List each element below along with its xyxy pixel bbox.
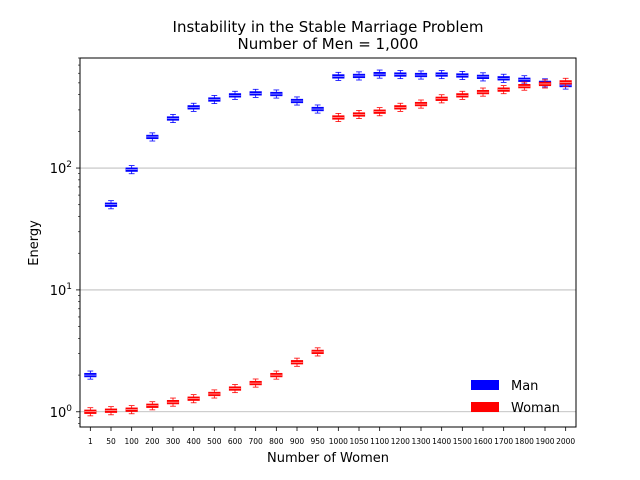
x-tick-label: 700 xyxy=(249,437,264,446)
x-tick-label: 1200 xyxy=(391,437,410,446)
x-tick-label: 1100 xyxy=(370,437,389,446)
legend-swatch-man xyxy=(471,380,499,390)
x-tick-label: 1 xyxy=(88,437,93,446)
x-tick-label: 1700 xyxy=(494,437,513,446)
x-axis-label: Number of Women xyxy=(267,451,389,466)
box-man xyxy=(104,200,118,210)
x-tick-label: 300 xyxy=(166,437,181,446)
box-woman xyxy=(394,102,407,112)
x-tick-label: 2000 xyxy=(556,437,575,446)
plot-frame xyxy=(79,57,577,428)
box-man xyxy=(270,89,283,99)
x-tick-label: 500 xyxy=(207,437,222,446)
chart-subtitle: Number of Men = 1,000 xyxy=(238,35,419,53)
box-woman xyxy=(84,407,97,417)
box-woman xyxy=(311,347,324,357)
box-woman xyxy=(456,90,469,100)
x-tick-label: 600 xyxy=(228,437,243,446)
box-woman xyxy=(559,77,572,87)
box-woman xyxy=(518,81,531,91)
x-tick-label: 400 xyxy=(187,437,202,446)
box-man xyxy=(125,165,138,175)
box-man xyxy=(311,104,324,114)
box-man xyxy=(290,96,304,106)
box-man xyxy=(84,370,97,380)
box-woman xyxy=(270,370,283,380)
box-man xyxy=(373,69,386,79)
x-tick-label: 100 xyxy=(125,437,140,446)
chart-title: Instability in the Stable Marriage Probl… xyxy=(173,18,484,36)
x-tick-label: 1000 xyxy=(329,437,348,446)
box-woman xyxy=(166,397,180,407)
y-tick-label: 101 xyxy=(50,282,72,299)
plot-area xyxy=(84,69,572,417)
legend-swatch-woman xyxy=(471,402,499,412)
legend: Man Woman xyxy=(471,379,560,416)
box-man xyxy=(476,72,490,82)
box-woman xyxy=(125,405,138,415)
x-tick-label: 200 xyxy=(145,437,160,446)
axis-ticks: 100 101 102 1 50 100 200 300 400 500 600 700 800 900 9… xyxy=(50,57,575,446)
box-man xyxy=(146,132,159,142)
y-tick-label: 100 xyxy=(50,404,73,421)
x-tick-label: 950 xyxy=(311,437,326,446)
box-man xyxy=(249,88,262,98)
box-woman xyxy=(332,113,345,122)
box-woman xyxy=(146,401,159,411)
box-woman xyxy=(352,110,366,119)
box-man xyxy=(456,71,469,80)
x-tick-label: 1500 xyxy=(453,437,472,446)
x-tick-label: 1600 xyxy=(473,437,492,446)
box-woman xyxy=(187,394,200,404)
box-man xyxy=(414,70,428,80)
box-man xyxy=(208,95,221,105)
legend-label-man: Man xyxy=(511,379,538,394)
box-man xyxy=(166,114,180,123)
box-woman xyxy=(538,79,552,89)
y-axis-label: Energy xyxy=(27,220,42,266)
box-woman xyxy=(228,384,242,394)
x-tick-label: 1800 xyxy=(515,437,534,446)
x-tick-label: 1400 xyxy=(432,437,451,446)
box-woman xyxy=(290,357,304,367)
box-woman xyxy=(414,99,428,109)
box-man xyxy=(228,90,242,100)
y-tick-label: 102 xyxy=(50,160,72,177)
x-tick-label: 1050 xyxy=(349,437,368,446)
box-man xyxy=(352,71,366,81)
x-tick-label: 50 xyxy=(106,437,116,446)
x-tick-label: 1300 xyxy=(411,437,430,446)
box-woman xyxy=(373,107,386,117)
box-woman xyxy=(104,406,118,416)
box-woman xyxy=(476,87,490,97)
box-woman xyxy=(208,389,221,399)
box-man xyxy=(497,73,510,83)
x-tick-label: 800 xyxy=(269,437,284,446)
x-tick-label: 1900 xyxy=(535,437,554,446)
box-man xyxy=(187,102,200,112)
box-man xyxy=(332,71,345,81)
box-woman xyxy=(497,85,510,95)
box-woman xyxy=(435,94,448,104)
box-man xyxy=(394,70,407,80)
box-woman xyxy=(249,378,262,388)
legend-label-woman: Woman xyxy=(511,401,560,416)
x-tick-label: 900 xyxy=(290,437,305,446)
box-man xyxy=(435,70,448,80)
